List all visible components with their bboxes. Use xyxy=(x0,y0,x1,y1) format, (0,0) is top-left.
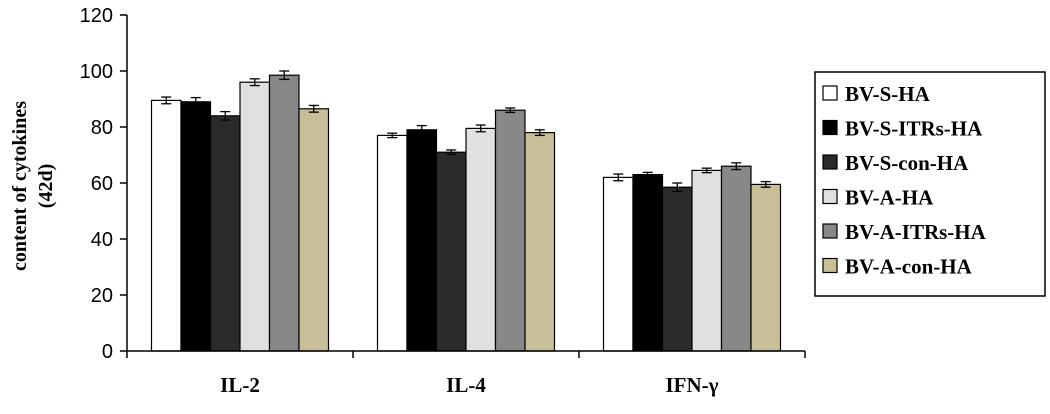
bar xyxy=(239,81,271,352)
y-tick-label: 20 xyxy=(91,285,113,307)
y-tick-label: 0 xyxy=(102,341,113,363)
bar xyxy=(494,109,526,352)
x-category-label: IFN-γ xyxy=(666,373,719,397)
legend-entry-label: BV-A-ITRs-HA xyxy=(845,220,987,244)
bar xyxy=(750,183,782,352)
bar xyxy=(720,165,752,352)
bar xyxy=(180,101,212,352)
bar xyxy=(632,174,664,352)
bar xyxy=(209,115,241,352)
legend-entry-label: BV-S-HA xyxy=(845,82,931,106)
legend-swatch xyxy=(822,257,838,274)
y-tick-label: 120 xyxy=(80,5,113,27)
bar xyxy=(465,127,497,352)
bar xyxy=(602,176,634,352)
x-category-label: IL-2 xyxy=(220,373,260,397)
legend-swatch xyxy=(822,223,838,239)
y-tick-label: 100 xyxy=(80,61,113,83)
legend-swatch xyxy=(822,188,838,205)
y-tick-label: 40 xyxy=(91,229,113,251)
legend-swatch xyxy=(822,85,838,101)
bar xyxy=(268,74,300,352)
legend: BV-S-HA BV-S-ITRs-HA BV-S-con-HA BV-A-HA BV-… xyxy=(814,71,1046,297)
y-tick-label: 60 xyxy=(91,173,113,195)
legend-box xyxy=(814,71,1046,297)
y-axis-title-line2: (42d) xyxy=(35,164,57,208)
bar xyxy=(298,108,330,352)
legend-swatch xyxy=(822,119,838,136)
bars xyxy=(150,70,782,352)
x-axis: IL-2 IL-4 IFN-γ xyxy=(126,350,806,397)
bar xyxy=(406,129,438,352)
x-category-label: IL-4 xyxy=(446,373,486,397)
bar xyxy=(435,151,467,352)
y-axis-title: content of cytokines (42d) xyxy=(9,101,57,271)
legend-entry-label: BV-A-HA xyxy=(845,186,934,210)
legend-entry-label: BV-S-con-HA xyxy=(845,151,969,175)
y-tick-label: 80 xyxy=(91,117,113,139)
y-axis: 0 20 40 60 80 100 120 xyxy=(80,5,128,363)
bar xyxy=(691,169,723,352)
bar xyxy=(376,134,408,352)
legend-entry-label: BV-A-con-HA xyxy=(845,255,973,279)
legend-swatch xyxy=(822,154,838,170)
bar xyxy=(661,186,693,352)
legend-entry-label: BV-S-ITRs-HA xyxy=(845,117,983,141)
bar xyxy=(524,132,556,352)
y-axis-title-line1: content of cytokines xyxy=(9,101,31,271)
bar xyxy=(150,99,182,352)
